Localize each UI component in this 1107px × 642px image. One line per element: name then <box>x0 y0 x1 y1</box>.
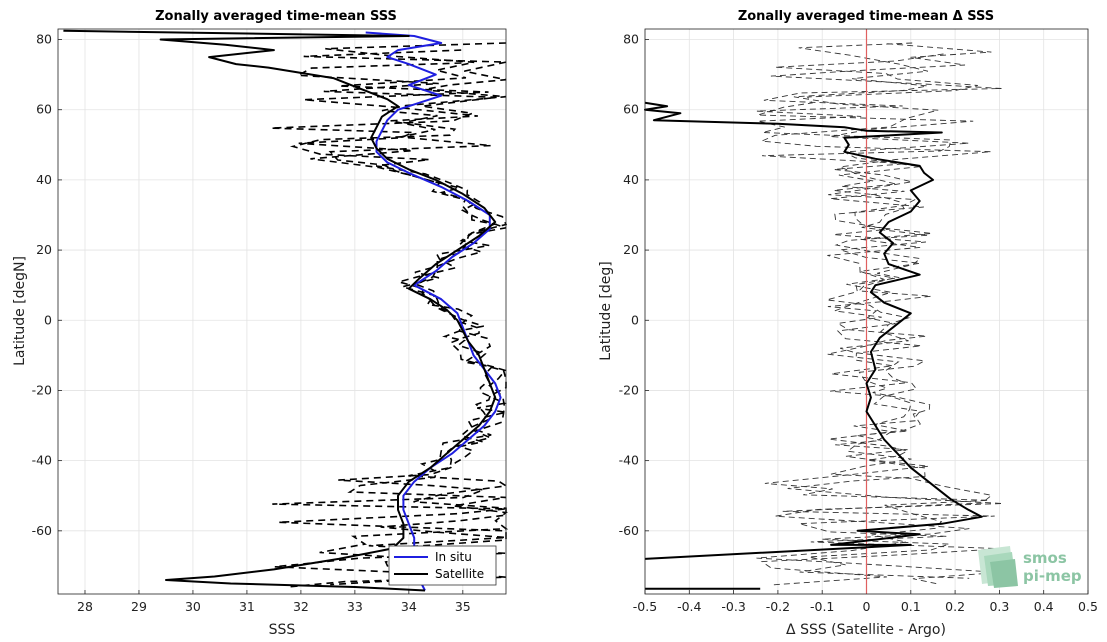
logo-line-2: pi-mep <box>1023 567 1082 585</box>
legend: In situ Satellite <box>388 545 497 586</box>
right-dashed-profiles <box>756 42 1004 586</box>
left-x-axis-label: SSS <box>269 622 296 638</box>
right-y-tick-label: 40 <box>623 172 639 187</box>
left-y-tick-label: -40 <box>32 453 52 468</box>
right-x-tick-label: -0.5 <box>633 599 657 614</box>
legend-box <box>388 545 497 586</box>
right-x-tick-label: -0.2 <box>766 599 790 614</box>
right-y-tick-label: -60 <box>619 523 639 538</box>
legend-entry-in-situ: In situ <box>435 550 472 564</box>
right-y-axis-label: Latitude [deg] <box>598 261 614 360</box>
left-y-tick-label: 60 <box>36 102 52 117</box>
smos-pimep-logo: smos pi-mep <box>978 546 1082 588</box>
right-series <box>644 101 983 590</box>
right-dashed-profile <box>756 53 1001 585</box>
left-x-tick-label: 32 <box>293 599 309 614</box>
right-x-tick-label: 0.4 <box>1034 599 1054 614</box>
left-dashed-profile <box>270 62 509 588</box>
left-plot-frame <box>57 28 507 595</box>
logo-waves-icon <box>978 546 1018 588</box>
left-chart: Zonally averaged time-mean SSS 28 29 30 31 3… <box>12 9 509 638</box>
left-tick-labels: 28 29 30 31 32 33 34 35 -60 -40 -20 0 20 40 60 80 <box>32 32 471 614</box>
left-y-tick-label: 80 <box>36 32 52 47</box>
right-y-tick-label: 60 <box>623 102 639 117</box>
left-x-tick-label: 28 <box>77 599 93 614</box>
left-dashed-profiles <box>270 42 509 588</box>
right-x-tick-label: -0.3 <box>721 599 745 614</box>
right-chart: Zonally averaged time-mean Δ SSS -0.5 -0.… <box>598 9 1098 638</box>
right-x-tick-label: 0.3 <box>989 599 1009 614</box>
left-series-satellite <box>63 29 497 592</box>
right-chart-title: Zonally averaged time-mean Δ SSS <box>738 9 994 24</box>
right-dashed-profile <box>760 42 1003 586</box>
right-y-tick-label: 20 <box>623 242 639 257</box>
left-y-tick-label: 20 <box>36 242 52 257</box>
right-y-tick-label: -40 <box>619 453 639 468</box>
right-x-tick-label: -0.4 <box>677 599 701 614</box>
right-y-tick-label: -20 <box>619 382 639 397</box>
right-dashed-profile <box>756 43 1004 579</box>
logo-line-1: smos <box>1023 549 1067 567</box>
left-x-tick-label: 33 <box>347 599 363 614</box>
right-series-series-1 <box>644 101 983 560</box>
left-x-tick-label: 30 <box>185 599 201 614</box>
left-x-tick-label: 34 <box>401 599 417 614</box>
right-x-tick-label: 0.2 <box>945 599 965 614</box>
left-y-tick-label: -20 <box>32 382 52 397</box>
right-x-tick-label: 0.1 <box>901 599 921 614</box>
right-y-tick-label: 0 <box>631 312 639 327</box>
right-plot-frame <box>644 28 1089 595</box>
left-y-axis-label: Latitude [degN] <box>12 256 28 366</box>
left-series-in-situ <box>365 31 502 591</box>
right-x-axis-label: Δ SSS (Satellite - Argo) <box>786 622 946 638</box>
right-tick-labels: -0.5 -0.4 -0.3 -0.2 -0.1 0 0.1 0.2 0.3 0.4 0.5 -60 -… <box>619 32 1098 614</box>
right-x-tick-label: 0 <box>863 599 871 614</box>
right-y-tick-label: 80 <box>623 32 639 47</box>
left-x-tick-label: 29 <box>131 599 147 614</box>
legend-entry-satellite: Satellite <box>435 567 484 581</box>
left-chart-title: Zonally averaged time-mean SSS <box>155 9 397 24</box>
right-x-tick-label: 0.5 <box>1078 599 1098 614</box>
left-x-tick-label: 31 <box>239 599 255 614</box>
left-series <box>63 29 502 592</box>
left-y-tick-label: -60 <box>32 523 52 538</box>
left-x-tick-label: 35 <box>455 599 471 614</box>
left-y-tick-label: 40 <box>36 172 52 187</box>
right-x-tick-label: -0.1 <box>810 599 834 614</box>
left-y-tick-label: 0 <box>44 312 52 327</box>
